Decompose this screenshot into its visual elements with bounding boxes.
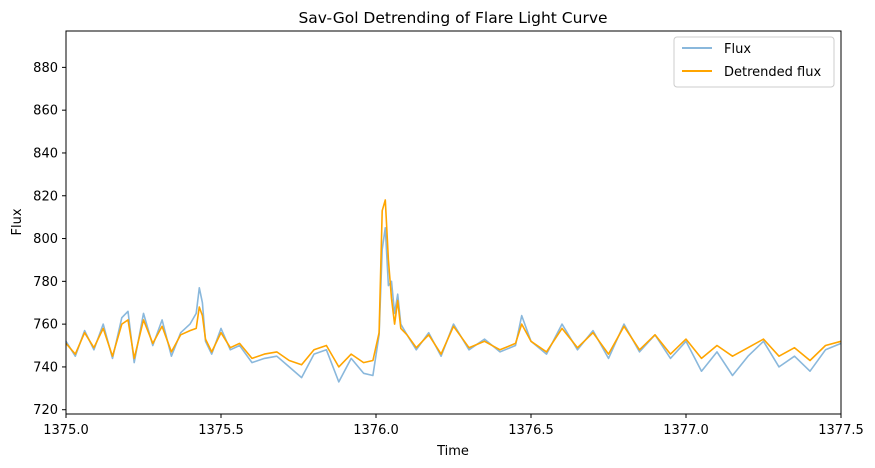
y-tick-label: 720 [33, 403, 58, 418]
y-tick-label: 740 [33, 360, 58, 375]
y-axis-label: Flux [10, 208, 25, 235]
y-tick-label: 840 [33, 146, 58, 161]
y-tick-label: 880 [33, 61, 58, 76]
x-tick-label: 1377.5 [818, 423, 864, 438]
y-tick-label: 860 [33, 104, 58, 119]
axes-spines [65, 30, 842, 415]
series-layer [65, 199, 842, 383]
plot-frame [66, 31, 841, 414]
x-tick-label: 1376.0 [353, 423, 399, 438]
y-tick-label: 820 [33, 189, 58, 204]
plot-area [65, 30, 842, 415]
y-tick-label: 760 [33, 318, 58, 333]
x-tick-label: 1375.0 [43, 423, 89, 438]
legend-box [673, 36, 835, 88]
legend-label-flux: Flux [724, 42, 751, 57]
x-tick-label: 1376.5 [508, 423, 554, 438]
legend-label-detrended-flux: Detrended flux [724, 65, 821, 80]
y-tick-label: 800 [33, 232, 58, 247]
x-axis-label: Time [436, 444, 469, 459]
x-tick-label: 1375.5 [198, 423, 244, 438]
x-axis: 1375.0 1375.5 1376.0 1376.5 1377.0 1377.5 [43, 414, 864, 438]
y-axis: 720 740 760 780 800 820 840 860 880 [33, 61, 66, 418]
y-tick-label: 780 [33, 275, 58, 290]
series-line-detrended-flux [65, 199, 842, 368]
x-tick-label: 1377.0 [663, 423, 709, 438]
legend: Flux Detrended flux [673, 36, 835, 88]
chart-title: Sav-Gol Detrending of Flare Light Curve [298, 9, 607, 27]
